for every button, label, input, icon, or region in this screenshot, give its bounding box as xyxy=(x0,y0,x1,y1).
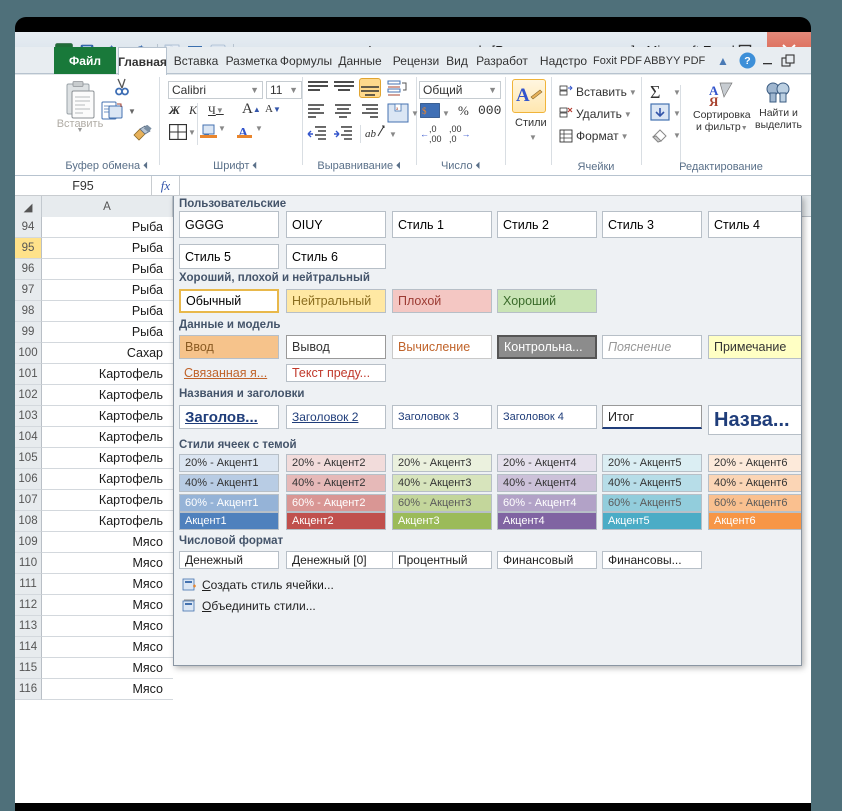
svg-text:$: $ xyxy=(422,106,427,116)
svg-text:ab: ab xyxy=(365,128,377,140)
svg-text:Я: Я xyxy=(709,94,719,108)
svg-text:?: ? xyxy=(744,55,750,67)
svg-text:A: A xyxy=(516,85,530,106)
